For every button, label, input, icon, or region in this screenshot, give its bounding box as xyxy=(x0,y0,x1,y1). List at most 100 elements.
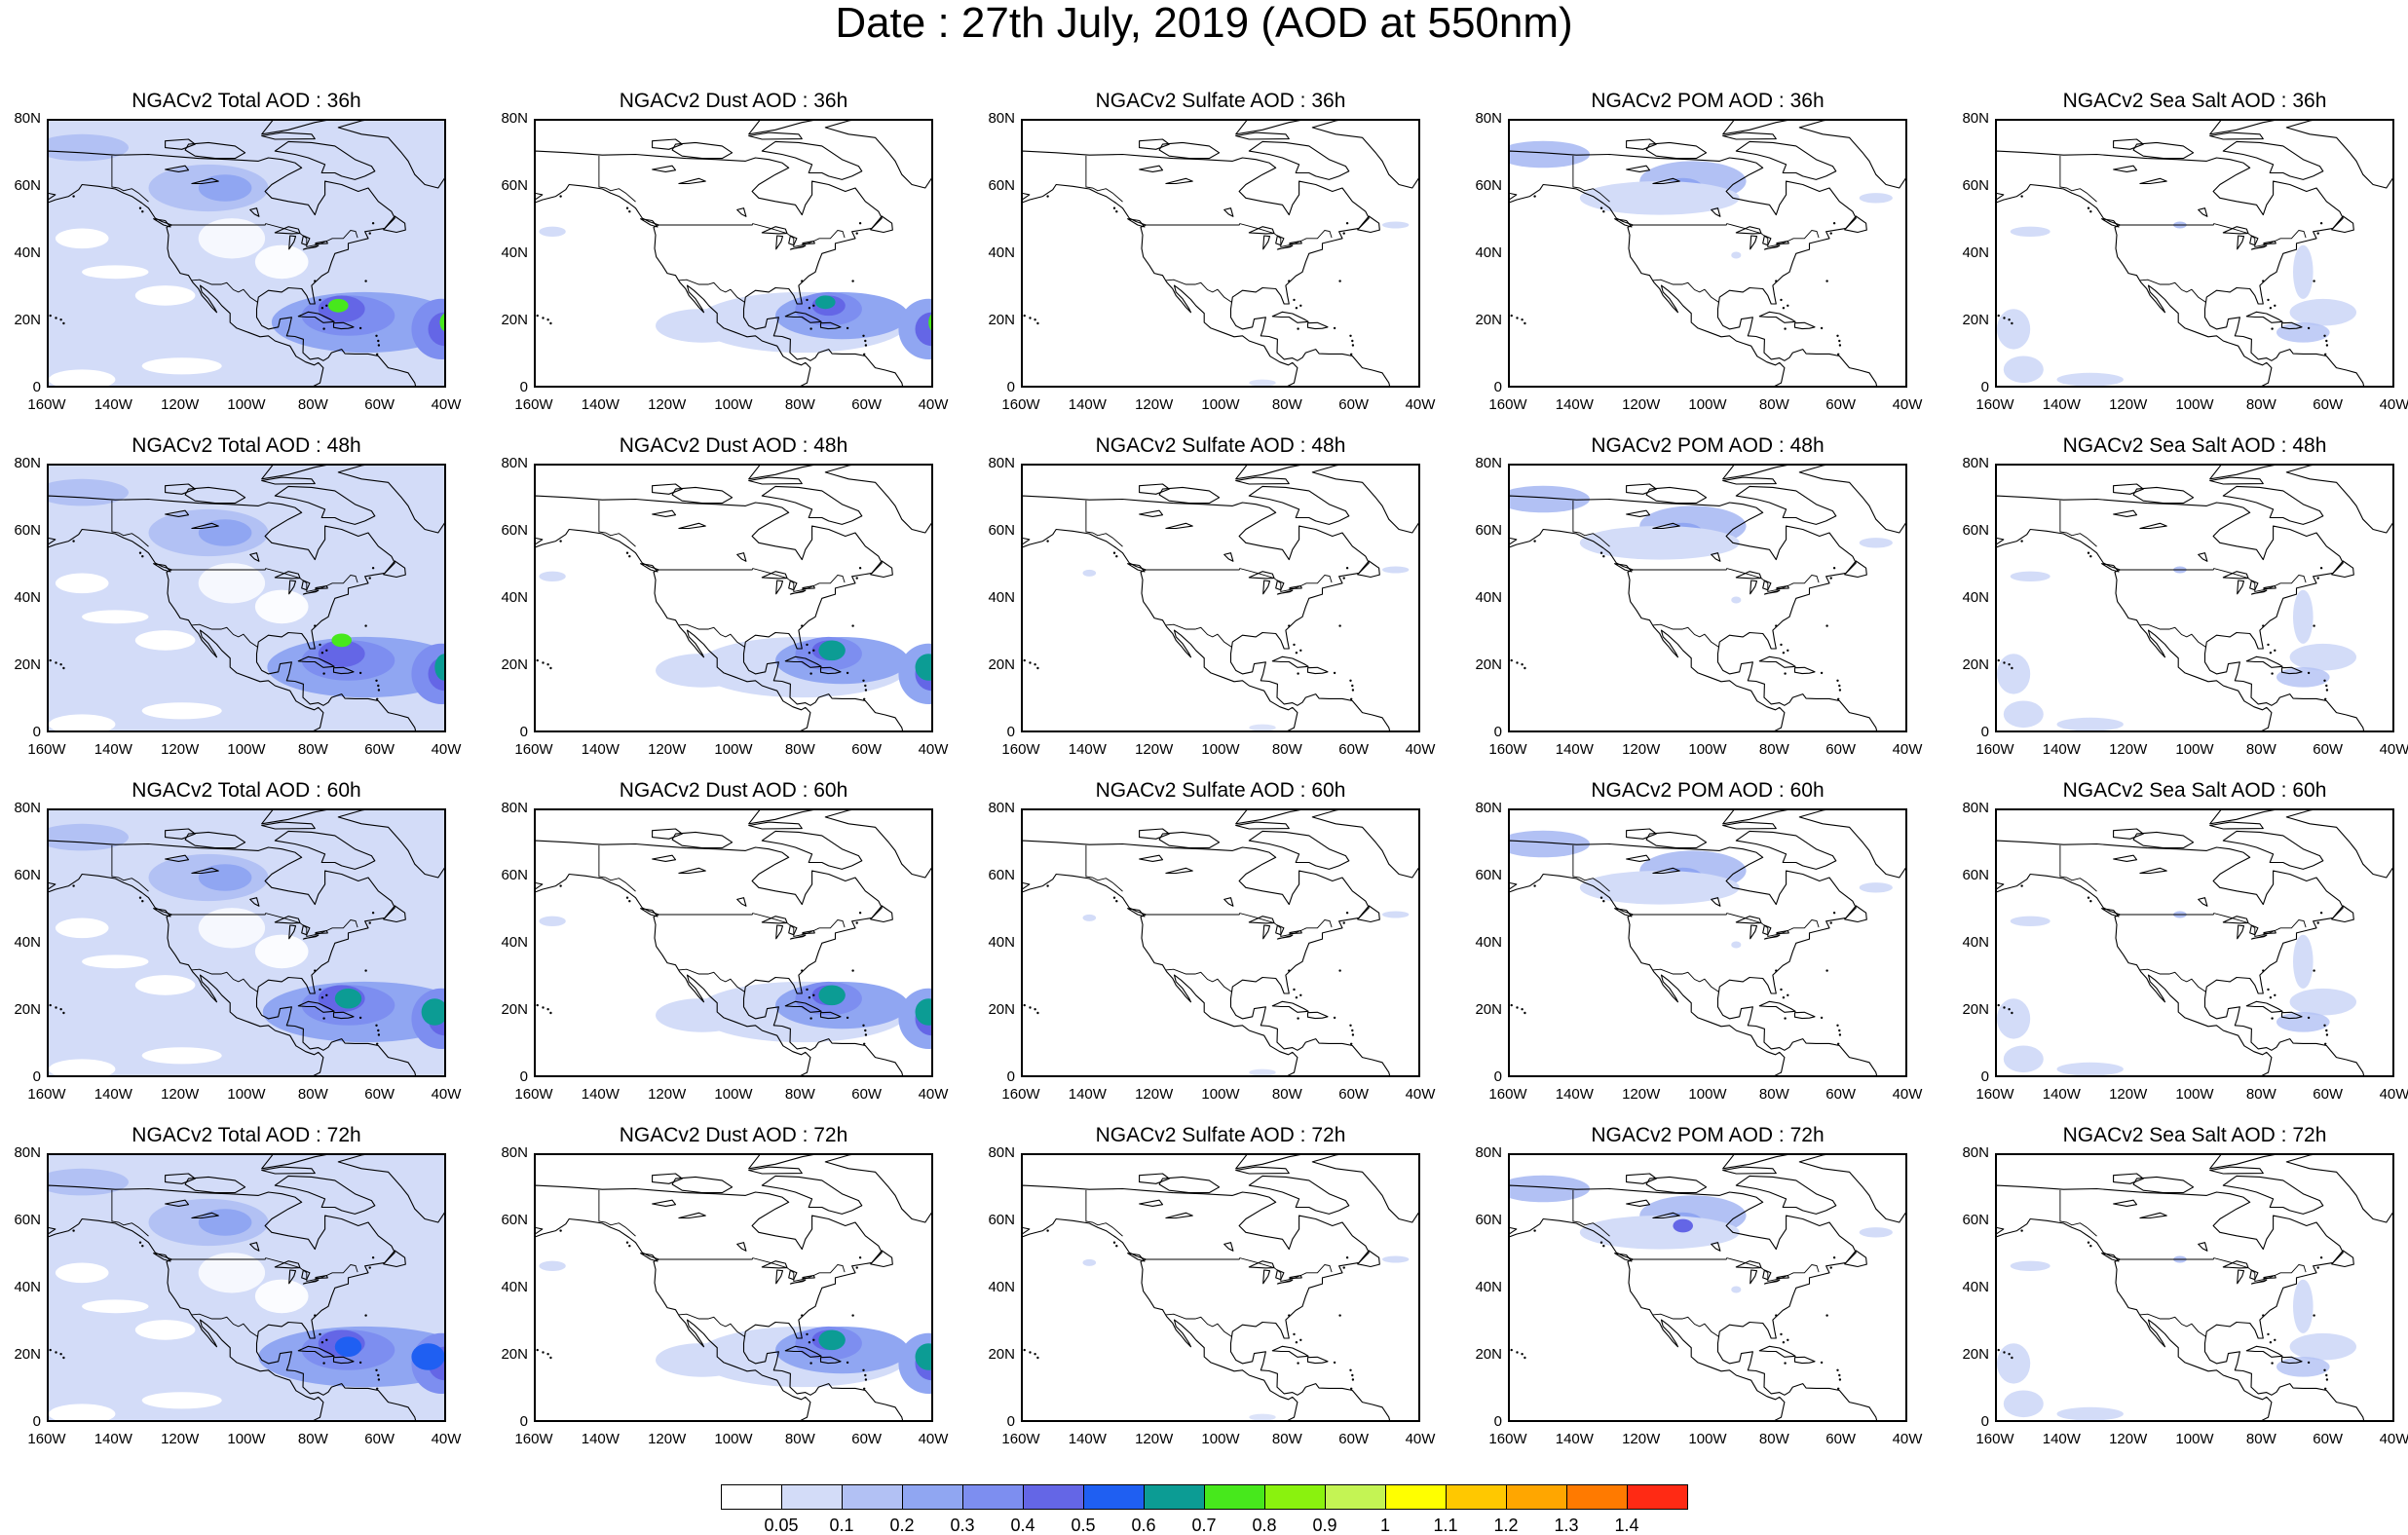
lon-tick-label: 160W xyxy=(27,1431,66,1447)
lat-tick-label: 40N xyxy=(1962,589,1989,606)
map-frame xyxy=(534,119,933,388)
lon-tick-label: 40W xyxy=(1892,1431,1923,1447)
lon-tick-label: 60W xyxy=(851,1086,883,1103)
lon-tick-label: 140W xyxy=(581,396,620,413)
map-frame xyxy=(534,808,933,1077)
lat-tick-label: 40N xyxy=(1475,589,1502,606)
coastlines xyxy=(1510,121,1905,386)
lat-tick-label: 20N xyxy=(14,1001,41,1018)
lat-tick-label: 60N xyxy=(14,177,41,194)
small-islands xyxy=(49,1229,381,1390)
lon-tick-label: 80W xyxy=(784,741,815,758)
lat-tick-label: 20N xyxy=(14,656,41,673)
small-islands xyxy=(1997,884,2329,1045)
aod-field xyxy=(1510,1175,1893,1293)
lon-tick-label: 120W xyxy=(2109,741,2148,758)
lat-tick-label: 60N xyxy=(1475,522,1502,539)
lon-tick-label: 60W xyxy=(1825,1431,1857,1447)
lat-tick-label: 40N xyxy=(1475,934,1502,951)
aod-field xyxy=(1510,140,1893,259)
aod-field xyxy=(49,1155,444,1420)
map-frame xyxy=(1508,808,1907,1077)
coastlines xyxy=(1023,466,1418,730)
lat-tick-label: 40N xyxy=(988,244,1015,261)
lon-tick-label: 120W xyxy=(161,396,200,413)
colorbar-label: 1.2 xyxy=(1493,1516,1519,1535)
lon-tick-label: 40W xyxy=(431,396,462,413)
lat-tick-label: 20N xyxy=(501,1346,528,1363)
lon-tick-label: 140W xyxy=(1555,396,1594,413)
map-frame xyxy=(534,464,933,732)
lon-tick-label: 100W xyxy=(227,1086,266,1103)
lon-tick-label: 60W xyxy=(851,741,883,758)
lat-tick-label: 40N xyxy=(501,244,528,261)
small-islands xyxy=(536,195,868,356)
coastlines xyxy=(536,810,931,1075)
lat-tick-label: 60N xyxy=(501,867,528,883)
coastlines xyxy=(1510,1155,1905,1420)
map-frame xyxy=(1021,464,1420,732)
coastlines xyxy=(49,810,444,1075)
lon-tick-label: 160W xyxy=(514,1431,553,1447)
lon-tick-label: 80W xyxy=(297,741,328,758)
country-borders xyxy=(2059,844,2307,992)
lat-tick-label: 60N xyxy=(14,867,41,883)
lon-tick-label: 40W xyxy=(431,1086,462,1103)
colorbar-label: 1.3 xyxy=(1554,1516,1579,1535)
small-islands xyxy=(536,1229,868,1390)
lat-tick-label: 80N xyxy=(14,110,41,127)
colorbar-label: 0.3 xyxy=(950,1516,975,1535)
lon-tick-label: 40W xyxy=(1892,1086,1923,1103)
lon-tick-label: 60W xyxy=(851,396,883,413)
lat-tick-label: 40N xyxy=(14,1279,41,1295)
lat-tick-label: 20N xyxy=(1475,312,1502,328)
lat-tick-label: 20N xyxy=(14,312,41,328)
panel-title: NGACv2 Sulfate AOD : 72h xyxy=(1095,1124,1346,1146)
lon-tick-label: 160W xyxy=(1001,396,1040,413)
colorbar-box xyxy=(1264,1484,1326,1510)
lat-tick-label: 40N xyxy=(501,934,528,951)
lat-tick-label: 20N xyxy=(14,1346,41,1363)
colorbar-box xyxy=(781,1484,843,1510)
lat-tick-label: 80N xyxy=(1962,455,1989,471)
lon-tick-label: 120W xyxy=(161,1431,200,1447)
colorbar-box xyxy=(1083,1484,1145,1510)
country-borders xyxy=(1085,1189,1333,1337)
lon-tick-label: 80W xyxy=(784,1086,815,1103)
lon-tick-label: 160W xyxy=(1488,1086,1527,1103)
lat-tick-label: 0 xyxy=(1980,1413,1989,1430)
lon-tick-label: 160W xyxy=(1001,1086,1040,1103)
lat-tick-label: 60N xyxy=(988,177,1015,194)
lat-tick-label: 60N xyxy=(501,522,528,539)
lat-tick-label: 60N xyxy=(1962,867,1989,883)
small-islands xyxy=(1997,540,2329,700)
lat-tick-label: 60N xyxy=(501,177,528,194)
country-borders xyxy=(1572,1189,1820,1337)
lon-tick-label: 160W xyxy=(27,741,66,758)
lon-tick-label: 140W xyxy=(2042,1431,2081,1447)
lon-tick-label: 120W xyxy=(1135,1086,1174,1103)
lat-tick-label: 40N xyxy=(988,1279,1015,1295)
lon-tick-label: 160W xyxy=(514,396,553,413)
panel-title: NGACv2 Dust AOD : 60h xyxy=(619,779,848,802)
small-islands xyxy=(1997,1229,2329,1390)
colorbar-box xyxy=(1385,1484,1447,1510)
lon-tick-label: 100W xyxy=(714,741,753,758)
country-borders xyxy=(2059,500,2307,648)
colorbar-label: 0.7 xyxy=(1191,1516,1217,1535)
lon-tick-label: 60W xyxy=(851,1431,883,1447)
lon-tick-label: 100W xyxy=(714,396,753,413)
lon-tick-label: 160W xyxy=(1488,741,1527,758)
lat-tick-label: 80N xyxy=(14,455,41,471)
coastlines xyxy=(49,1155,444,1420)
lon-tick-label: 160W xyxy=(1488,1431,1527,1447)
lon-tick-label: 60W xyxy=(2313,1086,2344,1103)
aod-field xyxy=(1249,221,1410,386)
small-islands xyxy=(1510,540,1842,700)
lat-tick-label: 0 xyxy=(519,379,528,395)
lat-tick-label: 0 xyxy=(1006,1068,1015,1085)
lat-tick-label: 60N xyxy=(14,522,41,539)
lon-tick-label: 160W xyxy=(1001,741,1040,758)
lon-tick-label: 140W xyxy=(1068,741,1107,758)
lon-tick-label: 140W xyxy=(1068,396,1107,413)
